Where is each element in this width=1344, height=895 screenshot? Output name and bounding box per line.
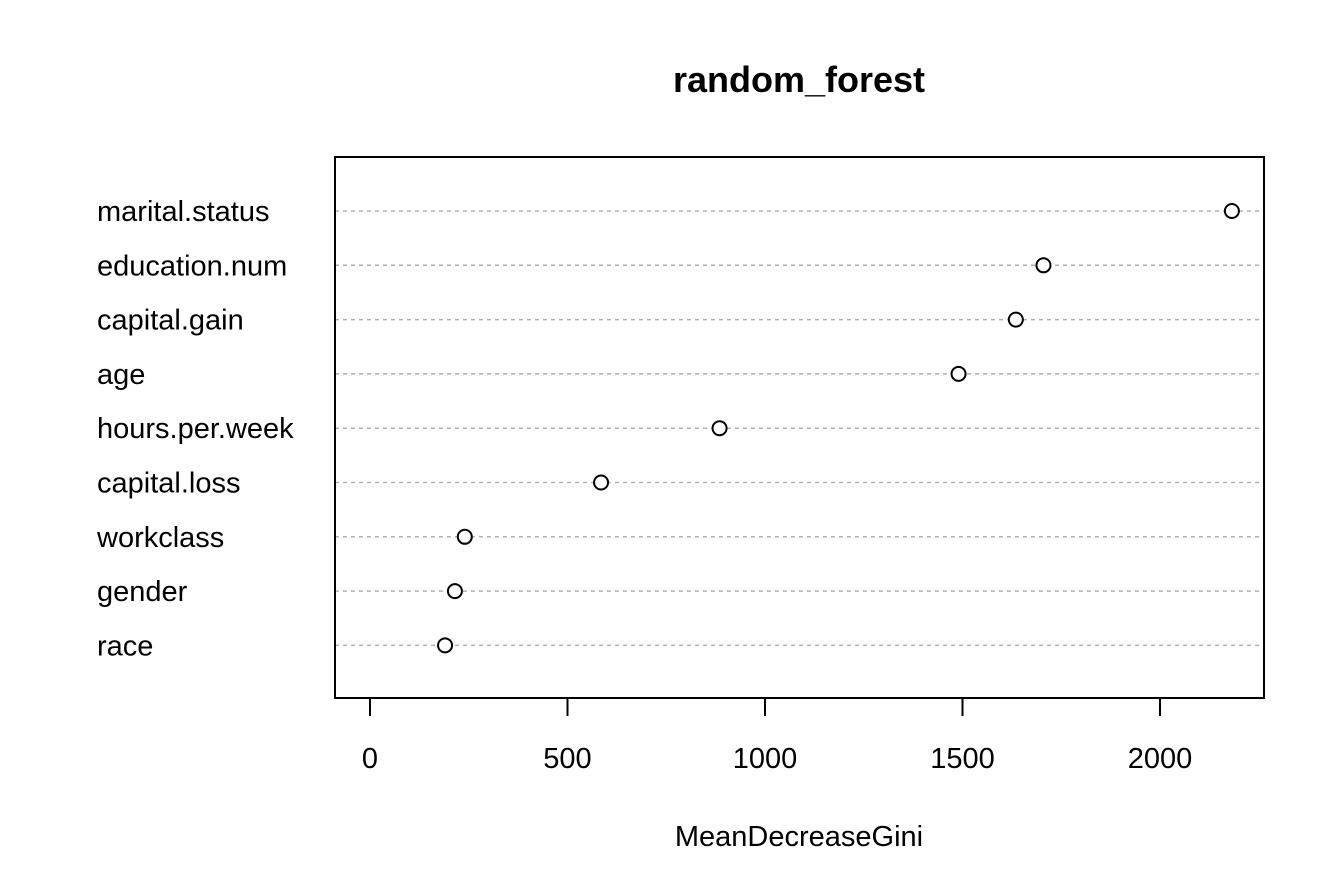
data-point-hours-per-week — [711, 420, 728, 437]
x-tick-label: 2000 — [1128, 743, 1193, 775]
chart-title: random_forest — [673, 59, 925, 100]
x-tick-label: 1000 — [733, 743, 798, 775]
x-tick-label: 1500 — [930, 743, 995, 775]
data-point-gender — [446, 583, 463, 600]
category-label: workclass — [96, 522, 224, 554]
data-point-capital-gain — [1007, 311, 1024, 328]
x-tick-label: 500 — [543, 743, 591, 775]
data-point-capital-loss — [593, 474, 610, 491]
category-label: education.num — [97, 250, 287, 282]
x-axis-title: MeanDecreaseGini — [675, 821, 923, 853]
category-label: capital.loss — [97, 468, 240, 500]
data-point-education-num — [1035, 257, 1052, 274]
data-points — [437, 203, 1240, 654]
data-point-workclass — [456, 528, 473, 545]
category-label: race — [97, 630, 153, 662]
x-axis: 0 500 1000 1500 2000 — [362, 697, 1193, 775]
data-point-marital-status — [1223, 203, 1240, 219]
data-point-race — [437, 637, 454, 654]
category-label: hours.per.week — [97, 413, 294, 445]
category-label: age — [97, 359, 145, 391]
gridlines — [335, 210, 1264, 647]
data-point-age — [950, 365, 967, 382]
category-label: capital.gain — [97, 305, 244, 337]
category-labels: marital.status education.num capital.gain a… — [96, 196, 294, 662]
category-label: gender — [97, 576, 188, 608]
x-tick-label: 0 — [362, 743, 378, 775]
category-label: marital.status — [97, 196, 269, 228]
